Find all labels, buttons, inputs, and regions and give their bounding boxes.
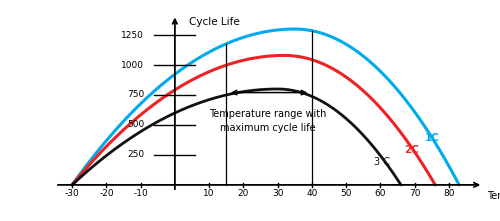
Text: 40: 40 xyxy=(306,189,318,198)
Text: 1000: 1000 xyxy=(121,61,144,69)
Text: 2C: 2C xyxy=(404,145,419,154)
Text: 1250: 1250 xyxy=(121,30,144,40)
Text: 10: 10 xyxy=(204,189,215,198)
Text: Temp / °C: Temp / °C xyxy=(486,191,500,201)
Text: -10: -10 xyxy=(134,189,148,198)
Text: 50: 50 xyxy=(340,189,352,198)
Text: 30: 30 xyxy=(272,189,283,198)
Text: 80: 80 xyxy=(443,189,454,198)
Text: -30: -30 xyxy=(65,189,80,198)
Text: 60: 60 xyxy=(374,189,386,198)
Text: 70: 70 xyxy=(409,189,420,198)
Text: 500: 500 xyxy=(127,120,144,130)
Text: 20: 20 xyxy=(238,189,249,198)
Text: 750: 750 xyxy=(127,90,144,99)
Text: 1C: 1C xyxy=(425,133,440,143)
Text: 250: 250 xyxy=(127,151,144,159)
Text: -20: -20 xyxy=(99,189,114,198)
Text: 3 C: 3 C xyxy=(374,156,390,166)
Text: Cycle Life: Cycle Life xyxy=(188,17,240,27)
Text: Temperature range with
maximum cycle life: Temperature range with maximum cycle lif… xyxy=(208,109,326,133)
